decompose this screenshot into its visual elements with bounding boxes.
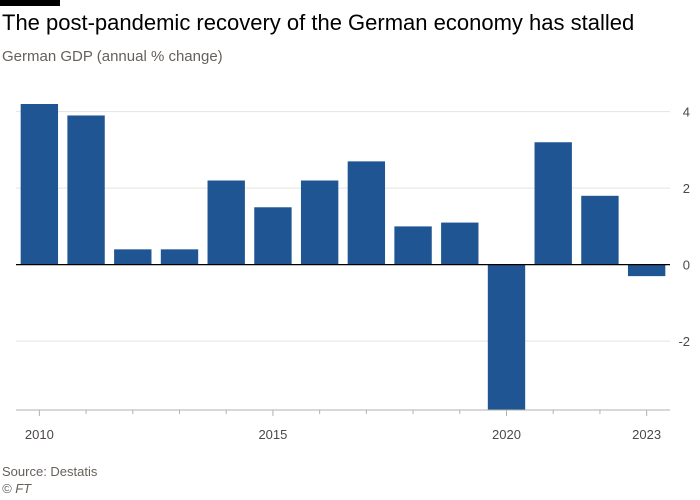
copyright-credit: © FT <box>2 481 32 496</box>
bar-2011 <box>67 115 105 265</box>
brand-bar <box>0 0 60 6</box>
x-tick-label: 2023 <box>632 427 661 442</box>
source-note: Source: Destatis <box>2 464 98 479</box>
axes: -2 0 2 4 2010 2015 2020 2023 <box>16 105 690 442</box>
bar-chart: -2 0 2 4 2010 2015 2020 2023 <box>16 104 690 442</box>
bar-2017 <box>347 161 386 265</box>
y-tick-label: 2 <box>683 181 690 196</box>
bar-2014 <box>207 180 245 265</box>
bar-2015 <box>254 207 292 265</box>
x-tick-label: 2020 <box>492 427 521 442</box>
y-tick-label: 4 <box>683 105 690 120</box>
bar-2023 <box>627 264 666 277</box>
bars <box>20 104 666 410</box>
bar-2021 <box>534 142 572 265</box>
x-tick-label: 2015 <box>258 427 287 442</box>
bar-2018 <box>394 226 432 265</box>
y-tick-label: -2 <box>678 334 690 349</box>
chart-title: The post-pandemic recovery of the German… <box>2 10 635 35</box>
bar-2010 <box>20 104 59 265</box>
bar-2012 <box>114 249 152 265</box>
y-tick-label: 0 <box>683 258 690 273</box>
bar-2016 <box>300 180 339 265</box>
bar-2013 <box>160 249 199 265</box>
bar-2020 <box>487 264 526 410</box>
bar-2022 <box>581 195 619 265</box>
chart-subtitle: German GDP (annual % change) <box>2 48 223 65</box>
x-tick-label: 2010 <box>25 427 54 442</box>
bar-2019 <box>441 222 479 265</box>
